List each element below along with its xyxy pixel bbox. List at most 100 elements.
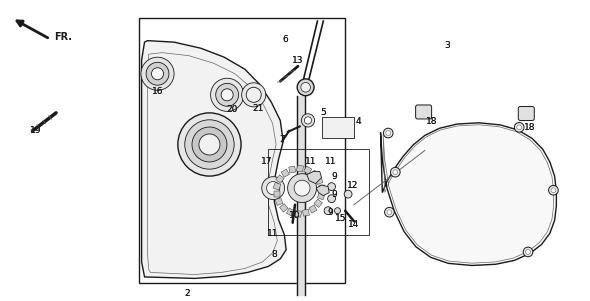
- Circle shape: [517, 125, 522, 130]
- Circle shape: [288, 174, 316, 203]
- Text: 19: 19: [30, 126, 41, 135]
- Text: 5: 5: [320, 108, 326, 117]
- Text: 13: 13: [291, 56, 303, 65]
- Polygon shape: [142, 41, 286, 278]
- Text: 18: 18: [426, 117, 438, 126]
- Text: 16: 16: [152, 87, 163, 96]
- Text: 9: 9: [332, 190, 337, 199]
- Circle shape: [526, 250, 530, 254]
- Circle shape: [301, 114, 314, 127]
- Circle shape: [335, 208, 340, 214]
- Polygon shape: [316, 185, 329, 196]
- Bar: [274, 191, 280, 197]
- Polygon shape: [381, 123, 556, 265]
- Text: 15: 15: [335, 214, 346, 223]
- Circle shape: [246, 87, 261, 102]
- Circle shape: [301, 82, 310, 92]
- Circle shape: [327, 195, 336, 203]
- Circle shape: [384, 128, 393, 138]
- Text: 4: 4: [355, 117, 361, 126]
- Text: 10: 10: [289, 211, 301, 220]
- Circle shape: [262, 177, 284, 200]
- Text: 18: 18: [426, 117, 438, 126]
- Circle shape: [146, 62, 169, 85]
- Text: 12: 12: [346, 181, 358, 190]
- Text: 2: 2: [185, 289, 191, 298]
- Bar: [319, 185, 324, 191]
- Bar: [322, 117, 354, 138]
- Text: 9: 9: [327, 208, 333, 217]
- Circle shape: [294, 180, 310, 196]
- Text: 8: 8: [271, 250, 277, 259]
- Text: 9: 9: [332, 190, 337, 199]
- Bar: [281, 169, 289, 177]
- Text: 11: 11: [324, 157, 336, 166]
- Circle shape: [386, 131, 391, 135]
- Text: 19: 19: [30, 126, 41, 135]
- Bar: [304, 166, 312, 174]
- Bar: [275, 198, 283, 206]
- Text: 17: 17: [261, 157, 273, 166]
- Text: 16: 16: [152, 87, 163, 96]
- Circle shape: [192, 127, 227, 162]
- Circle shape: [211, 78, 244, 111]
- Circle shape: [393, 170, 398, 175]
- Circle shape: [523, 247, 533, 257]
- Text: 3: 3: [444, 41, 450, 50]
- Circle shape: [551, 188, 556, 193]
- Text: 7: 7: [279, 135, 285, 144]
- Bar: [273, 182, 281, 190]
- Circle shape: [304, 117, 312, 124]
- Circle shape: [141, 57, 174, 90]
- Circle shape: [242, 83, 266, 107]
- FancyBboxPatch shape: [415, 105, 432, 119]
- Text: 7: 7: [279, 135, 285, 144]
- Circle shape: [185, 120, 234, 169]
- Text: 11: 11: [267, 229, 279, 238]
- Text: FR.: FR.: [54, 32, 73, 42]
- Text: 21: 21: [253, 104, 264, 113]
- Circle shape: [344, 190, 352, 198]
- Bar: [303, 209, 309, 216]
- Text: 4: 4: [355, 117, 361, 126]
- Bar: [280, 203, 288, 212]
- Text: 11: 11: [304, 157, 316, 166]
- Text: 15: 15: [335, 214, 346, 223]
- Text: 6: 6: [283, 35, 289, 44]
- Bar: [314, 199, 322, 207]
- Bar: [139, 18, 345, 283]
- Text: 10: 10: [289, 211, 301, 220]
- Circle shape: [324, 207, 332, 215]
- Circle shape: [514, 123, 524, 132]
- Text: 9: 9: [332, 172, 337, 181]
- Bar: [309, 205, 317, 213]
- Text: 2: 2: [185, 289, 191, 298]
- Circle shape: [327, 183, 336, 191]
- Text: 3: 3: [444, 41, 450, 50]
- Circle shape: [221, 89, 233, 101]
- Text: 13: 13: [291, 56, 303, 65]
- Bar: [286, 208, 294, 216]
- Text: 20: 20: [226, 105, 238, 114]
- Text: 12: 12: [346, 181, 358, 190]
- Bar: [268, 149, 369, 235]
- Circle shape: [549, 185, 558, 195]
- Text: 14: 14: [348, 220, 360, 229]
- Text: 9: 9: [327, 208, 333, 217]
- Circle shape: [199, 134, 220, 155]
- Text: 21: 21: [253, 104, 264, 113]
- Bar: [317, 192, 325, 200]
- Polygon shape: [307, 172, 322, 184]
- FancyBboxPatch shape: [518, 107, 535, 120]
- Text: 11: 11: [304, 157, 316, 166]
- Circle shape: [267, 182, 280, 195]
- Text: 18: 18: [524, 123, 536, 132]
- Circle shape: [178, 113, 241, 176]
- Bar: [294, 210, 301, 217]
- Text: 6: 6: [283, 35, 289, 44]
- Text: 8: 8: [271, 250, 277, 259]
- Text: 11: 11: [267, 229, 279, 238]
- Text: 18: 18: [524, 123, 536, 132]
- Bar: [310, 170, 319, 178]
- Circle shape: [391, 167, 400, 177]
